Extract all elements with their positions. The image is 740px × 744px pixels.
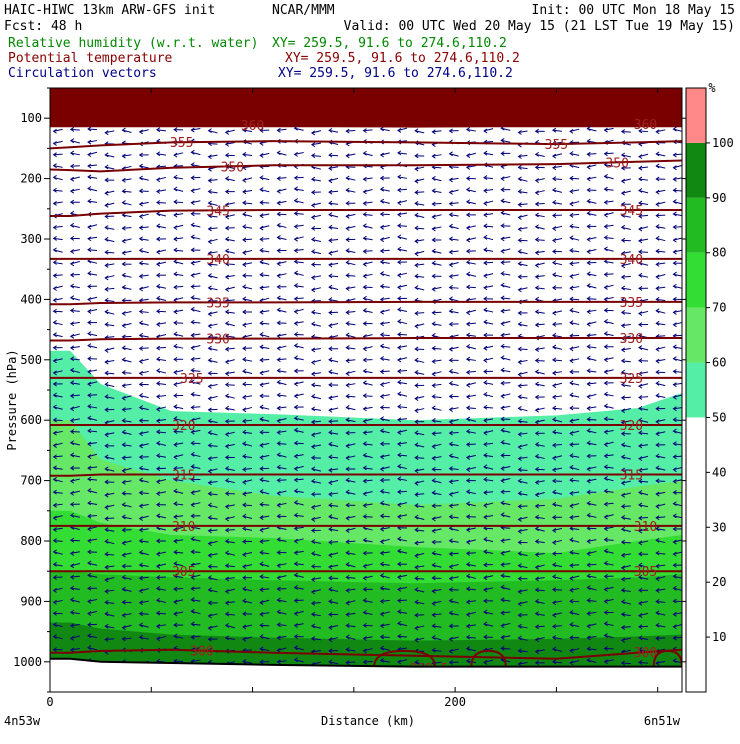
y-tick-label: 900 [20, 594, 42, 608]
field-xy-theta: XY= 259.5, 91.6 to 274.6,110.2 [285, 51, 520, 66]
colorbar-tick-label: 100 [712, 136, 734, 150]
colorbar-bin-90-100 [686, 143, 706, 198]
theta-label-330: 330 [206, 333, 229, 348]
theta-label-330: 330 [620, 332, 643, 347]
valid-time: Valid: 00 UTC Wed 20 May 15 (21 LST Tue … [344, 19, 735, 34]
theta-label-305: 305 [172, 565, 195, 580]
plot-area: 360 360 355 355 350 350 345 345 340 340 335 335 330 3… [50, 88, 682, 692]
theta-label-325: 325 [180, 372, 203, 387]
y-tick-label: 800 [20, 534, 42, 548]
x-axis-label: Distance (km) [321, 714, 415, 728]
theta-label-300: 300 [190, 645, 213, 660]
theta-label-355: 355 [545, 138, 568, 153]
run-title: HAIC-HIWC 13km ARW-GFS init [4, 3, 215, 18]
theta-label-315: 315 [620, 469, 643, 484]
theta-label-360: 360 [241, 119, 264, 134]
x-axis-left-end-label: 4n53w [4, 714, 41, 728]
theta-label-320: 320 [620, 419, 643, 434]
x-tick-label: 200 [444, 695, 466, 709]
theta-label-340: 340 [620, 253, 643, 268]
colorbar-tick-label: 40 [712, 465, 726, 479]
colorbar-bin-60-70 [686, 308, 706, 363]
y-tick-label: 300 [20, 232, 42, 246]
theta-label-335: 335 [206, 296, 229, 311]
x-axis-right-end-label: 6n51w [644, 714, 681, 728]
colorbar: 10 20 30 40 50 60 70 80 90 100 [686, 88, 734, 692]
colorbar-tick-label: 80 [712, 246, 726, 260]
field-label-rh: Relative humidity (w.r.t. water) [8, 36, 258, 51]
theta-label-310: 310 [634, 520, 657, 535]
colorbar-tick-label: 60 [712, 356, 726, 370]
theta-label-355: 355 [170, 136, 193, 151]
top-band [50, 88, 682, 127]
y-tick-label: 400 [20, 292, 42, 306]
y-tick-label: 1000 [13, 655, 42, 669]
plot-content: 360 360 355 355 350 350 345 345 340 340 335 335 330 3… [50, 88, 682, 692]
colorbar-bin-50-60 [686, 363, 706, 418]
theta-label-320: 320 [172, 419, 195, 434]
theta-label-305: 305 [634, 565, 657, 580]
colorbar-unit: % [708, 81, 716, 95]
colorbar-bin-0-50 [686, 417, 706, 692]
center-name: NCAR/MMM [272, 3, 335, 18]
init-time: Init: 00 UTC Mon 18 May 15 [532, 3, 736, 18]
theta-label-350: 350 [221, 160, 244, 175]
x-tick-label: 0 [46, 695, 53, 709]
colorbar-bin-100-110 [686, 88, 706, 143]
field-label-vectors: Circulation vectors [8, 66, 157, 81]
y-tick-label: 700 [20, 474, 42, 488]
colorbar-tick-label: 70 [712, 301, 726, 315]
theta-label-315: 315 [172, 469, 195, 484]
colorbar-tick-label: 10 [712, 630, 726, 644]
theta-label-345: 345 [620, 204, 643, 219]
y-tick-label: 600 [20, 413, 42, 427]
theta-label-310: 310 [172, 520, 195, 535]
theta-label-325: 325 [620, 372, 643, 387]
theta-label-345: 345 [206, 204, 229, 219]
colorbar-tick-label: 50 [712, 410, 726, 424]
theta-label-350: 350 [605, 156, 628, 171]
y-tick-label: 500 [20, 353, 42, 367]
colorbar-tick-label: 30 [712, 520, 726, 534]
field-label-theta: Potential temperature [8, 51, 173, 66]
theta-label-335: 335 [620, 296, 643, 311]
colorbar-tick-label: 90 [712, 191, 726, 205]
theta-label-360: 360 [634, 118, 657, 133]
colorbar-bin-80-90 [686, 198, 706, 253]
colorbar-bin-70-80 [686, 253, 706, 308]
y-tick-label: 100 [20, 111, 42, 125]
colorbar-tick-label: 20 [712, 575, 726, 589]
field-xy-rh: XY= 259.5, 91.6 to 274.6,110.2 [272, 36, 507, 51]
field-xy-vectors: XY= 259.5, 91.6 to 274.6,110.2 [278, 66, 513, 81]
forecast-hour: Fcst: 48 h [4, 19, 82, 34]
theta-label-340: 340 [206, 253, 229, 268]
y-tick-label: 200 [20, 172, 42, 186]
y-axis-label: Pressure (hPa) [5, 349, 19, 450]
